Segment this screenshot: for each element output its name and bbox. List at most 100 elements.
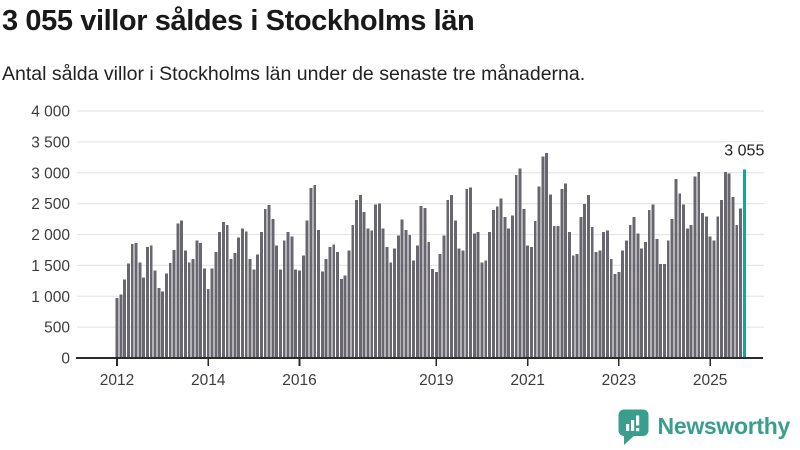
bar bbox=[153, 270, 157, 358]
y-tick-label: 3 500 bbox=[31, 134, 70, 151]
bar bbox=[560, 189, 564, 358]
bar bbox=[275, 245, 279, 358]
bar bbox=[510, 215, 514, 358]
bar bbox=[282, 240, 286, 358]
y-tick-label: 2 000 bbox=[31, 227, 70, 244]
bar bbox=[663, 263, 666, 358]
bar bbox=[366, 228, 370, 358]
bar bbox=[682, 204, 685, 358]
y-tick-label: 1 500 bbox=[31, 258, 70, 275]
bar bbox=[701, 212, 704, 358]
bar bbox=[598, 250, 602, 358]
bar bbox=[625, 240, 628, 358]
bar bbox=[355, 200, 358, 358]
bar bbox=[374, 204, 377, 358]
sales-bar-chart: 4 000 3 500 3 000 2 500 2 000 1 500 1 000 500 0 2… bbox=[31, 104, 767, 390]
bar bbox=[457, 248, 461, 358]
bar bbox=[693, 176, 697, 358]
bar bbox=[556, 225, 560, 358]
bar bbox=[503, 216, 507, 358]
bar bbox=[313, 185, 317, 358]
bar bbox=[522, 209, 526, 358]
bar bbox=[617, 272, 621, 358]
bar bbox=[252, 269, 256, 358]
bar bbox=[567, 232, 571, 358]
bar bbox=[431, 269, 435, 358]
bar bbox=[632, 216, 636, 358]
bar bbox=[199, 243, 203, 358]
bar bbox=[446, 200, 450, 358]
x-tick-label: 2019 bbox=[419, 372, 453, 389]
bar bbox=[674, 178, 678, 358]
bar bbox=[339, 278, 343, 358]
bar bbox=[195, 240, 199, 358]
bar bbox=[381, 228, 385, 358]
bar bbox=[267, 205, 271, 358]
y-tick-label: 500 bbox=[44, 320, 70, 337]
bar bbox=[450, 194, 454, 358]
newsworthy-brand: Newsworthy bbox=[618, 409, 790, 446]
bar bbox=[343, 275, 347, 358]
bar bbox=[404, 230, 408, 358]
bar bbox=[301, 255, 305, 358]
bar bbox=[138, 262, 142, 358]
bar bbox=[461, 250, 465, 358]
bar bbox=[309, 188, 313, 358]
bar bbox=[575, 253, 579, 358]
bar bbox=[412, 260, 416, 358]
bar bbox=[442, 235, 446, 358]
bar bbox=[347, 250, 351, 358]
x-tick-label: 2014 bbox=[191, 372, 226, 389]
bar bbox=[260, 232, 263, 358]
bar bbox=[393, 248, 396, 358]
y-tick-label: 3 000 bbox=[31, 165, 70, 182]
bar bbox=[351, 225, 355, 358]
bar bbox=[579, 216, 583, 358]
bar bbox=[218, 232, 222, 358]
bar bbox=[126, 263, 130, 358]
bar bbox=[134, 242, 138, 358]
bar bbox=[408, 235, 412, 358]
bar bbox=[119, 294, 123, 358]
y-tick-label: 4 000 bbox=[31, 104, 70, 121]
bar bbox=[659, 263, 663, 358]
bar bbox=[271, 219, 275, 358]
chart-subtitle: Antal sålda villor i Stockholms län unde… bbox=[2, 63, 586, 85]
bar bbox=[537, 186, 541, 358]
bar bbox=[145, 246, 149, 358]
bar bbox=[666, 240, 670, 358]
bar bbox=[735, 224, 739, 358]
bar bbox=[241, 228, 244, 358]
page-title: 3 055 villor såldes i Stockholms län bbox=[2, 5, 475, 37]
bar bbox=[415, 245, 419, 358]
brand-name: Newsworthy bbox=[657, 413, 791, 439]
bar bbox=[708, 236, 712, 358]
bar bbox=[514, 174, 518, 358]
bar bbox=[244, 231, 248, 358]
bar bbox=[164, 273, 168, 358]
bar bbox=[651, 204, 655, 358]
bar bbox=[332, 244, 336, 358]
bar bbox=[389, 262, 393, 358]
bar bbox=[499, 198, 503, 358]
bar bbox=[640, 248, 644, 358]
bar bbox=[427, 242, 431, 358]
bar bbox=[655, 238, 659, 358]
bar bbox=[263, 209, 267, 358]
bar bbox=[628, 225, 632, 358]
bar bbox=[206, 289, 210, 358]
bar bbox=[678, 193, 682, 358]
bar bbox=[552, 225, 556, 358]
bar bbox=[480, 262, 484, 358]
bar bbox=[115, 298, 119, 358]
bar bbox=[225, 225, 229, 358]
bar bbox=[130, 244, 134, 358]
bar bbox=[123, 279, 127, 358]
bar bbox=[229, 259, 233, 358]
bar bbox=[716, 216, 720, 358]
newsworthy-logo-icon bbox=[618, 409, 649, 445]
bar bbox=[336, 252, 339, 358]
bar bbox=[187, 262, 191, 358]
bar bbox=[529, 247, 533, 358]
bar bbox=[305, 220, 309, 358]
